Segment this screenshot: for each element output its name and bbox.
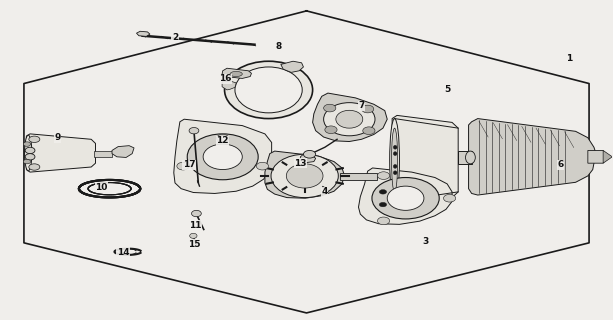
- Ellipse shape: [235, 67, 302, 113]
- Text: 17: 17: [183, 160, 196, 169]
- Text: 13: 13: [294, 159, 306, 168]
- Ellipse shape: [372, 178, 440, 219]
- Ellipse shape: [379, 190, 387, 194]
- Ellipse shape: [23, 159, 31, 164]
- Ellipse shape: [443, 195, 455, 202]
- Text: 6: 6: [557, 160, 563, 169]
- Polygon shape: [300, 154, 316, 163]
- Polygon shape: [313, 93, 387, 141]
- Ellipse shape: [336, 110, 363, 128]
- Text: 2: 2: [172, 33, 178, 42]
- Ellipse shape: [203, 144, 242, 170]
- Ellipse shape: [324, 104, 336, 112]
- Ellipse shape: [465, 151, 475, 164]
- Text: 10: 10: [96, 183, 108, 192]
- Text: 5: 5: [444, 85, 451, 94]
- Ellipse shape: [325, 126, 337, 133]
- Ellipse shape: [25, 154, 35, 160]
- Polygon shape: [222, 81, 236, 90]
- Ellipse shape: [362, 105, 374, 113]
- Polygon shape: [137, 31, 150, 36]
- Polygon shape: [468, 119, 597, 195]
- Ellipse shape: [394, 145, 397, 149]
- Ellipse shape: [387, 186, 424, 210]
- Bar: [458, 151, 471, 164]
- Text: 12: 12: [216, 136, 229, 145]
- Ellipse shape: [189, 127, 199, 134]
- Bar: [94, 151, 112, 157]
- Ellipse shape: [29, 136, 40, 142]
- Text: 3: 3: [422, 237, 429, 246]
- Ellipse shape: [363, 127, 375, 134]
- Ellipse shape: [303, 150, 316, 158]
- Polygon shape: [265, 151, 345, 198]
- Ellipse shape: [286, 164, 323, 188]
- Ellipse shape: [25, 147, 35, 154]
- Ellipse shape: [191, 210, 201, 217]
- Polygon shape: [281, 61, 303, 72]
- Ellipse shape: [379, 202, 387, 207]
- Ellipse shape: [25, 135, 32, 171]
- Ellipse shape: [187, 134, 258, 180]
- Ellipse shape: [394, 171, 397, 175]
- Ellipse shape: [378, 217, 390, 225]
- Ellipse shape: [189, 233, 197, 238]
- Ellipse shape: [256, 162, 268, 170]
- Text: 9: 9: [55, 133, 61, 142]
- Polygon shape: [603, 150, 612, 163]
- Polygon shape: [588, 150, 606, 163]
- Bar: [340, 173, 377, 180]
- Ellipse shape: [271, 154, 338, 197]
- Ellipse shape: [216, 134, 229, 142]
- Text: 14: 14: [116, 248, 129, 257]
- Ellipse shape: [378, 172, 390, 180]
- Text: 11: 11: [189, 221, 202, 230]
- Polygon shape: [26, 134, 96, 172]
- Text: 15: 15: [188, 240, 200, 249]
- Polygon shape: [392, 116, 458, 204]
- Ellipse shape: [230, 71, 242, 76]
- Ellipse shape: [177, 162, 189, 170]
- Ellipse shape: [29, 164, 40, 170]
- Text: 7: 7: [359, 101, 365, 110]
- Polygon shape: [359, 168, 452, 224]
- Text: 4: 4: [322, 188, 328, 196]
- Polygon shape: [112, 146, 134, 157]
- Ellipse shape: [394, 152, 397, 156]
- Ellipse shape: [394, 164, 397, 168]
- Polygon shape: [222, 68, 251, 78]
- Text: 1: 1: [566, 53, 573, 62]
- Polygon shape: [173, 119, 272, 194]
- Ellipse shape: [23, 142, 31, 146]
- Ellipse shape: [392, 128, 398, 192]
- Text: 8: 8: [276, 42, 282, 52]
- Ellipse shape: [324, 103, 375, 136]
- Text: 16: 16: [219, 74, 232, 83]
- Ellipse shape: [224, 61, 313, 119]
- Ellipse shape: [390, 119, 400, 201]
